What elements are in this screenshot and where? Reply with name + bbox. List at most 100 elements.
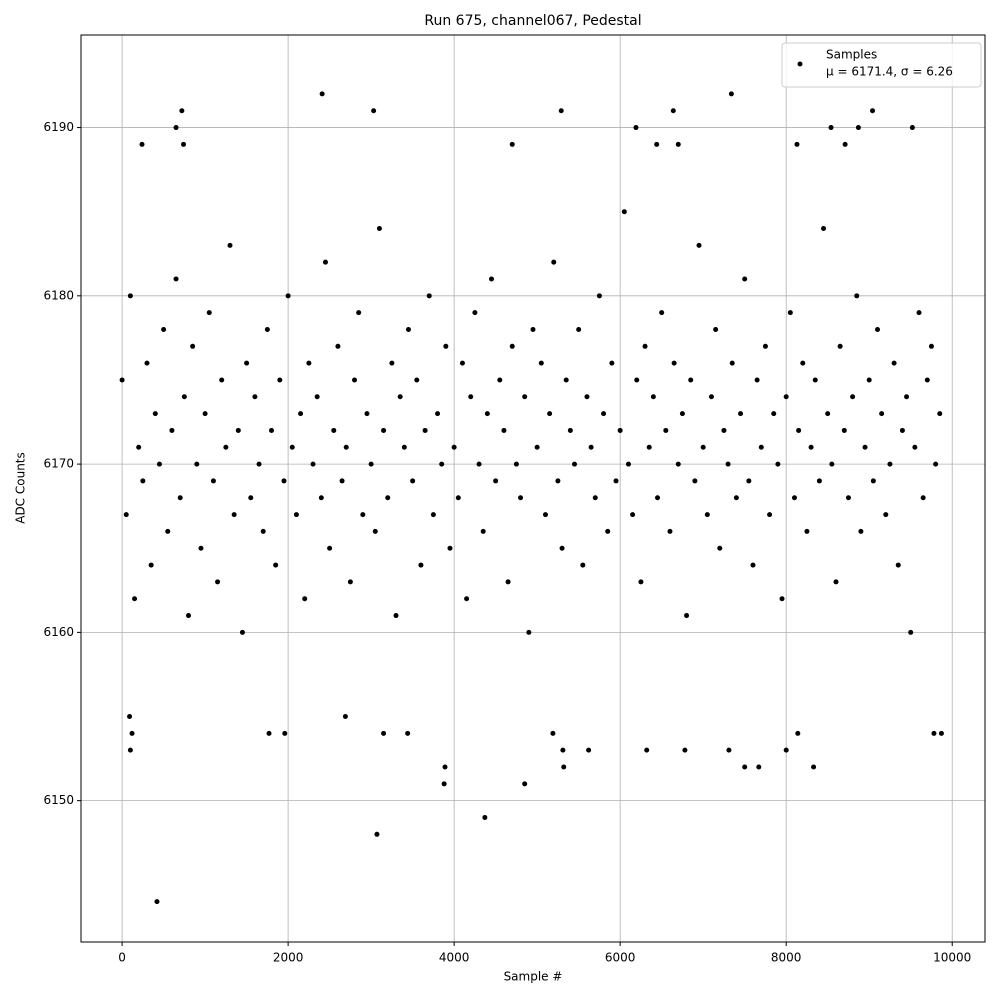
point — [874, 326, 880, 332]
x-tick-label: 2000 — [273, 951, 304, 965]
point — [821, 226, 827, 232]
point — [169, 427, 175, 433]
x-tick-label: 6000 — [605, 951, 636, 965]
point — [794, 141, 800, 147]
point — [767, 512, 773, 518]
point — [684, 613, 690, 619]
point — [879, 411, 885, 417]
point — [726, 747, 732, 753]
point — [592, 495, 598, 501]
series — [119, 91, 944, 905]
point — [148, 562, 154, 568]
point — [405, 326, 411, 332]
point — [795, 730, 801, 736]
point — [644, 747, 650, 753]
point — [938, 730, 944, 736]
point — [630, 512, 636, 518]
point — [482, 814, 488, 820]
point — [132, 596, 138, 602]
point — [551, 259, 557, 265]
point — [154, 899, 160, 905]
point — [173, 276, 179, 282]
point — [850, 394, 856, 400]
point — [675, 141, 681, 147]
point — [277, 377, 283, 383]
x-tick-label: 8000 — [771, 951, 802, 965]
point — [675, 461, 681, 467]
point — [347, 579, 353, 585]
point — [186, 613, 192, 619]
point — [442, 764, 448, 770]
point — [563, 377, 569, 383]
point — [534, 444, 540, 450]
point — [866, 377, 872, 383]
legend-box — [781, 42, 982, 88]
point — [758, 444, 764, 450]
point — [335, 343, 341, 349]
point — [285, 293, 291, 299]
point — [441, 781, 447, 787]
point — [908, 629, 914, 635]
point — [891, 360, 897, 366]
plot-frame — [80, 34, 986, 943]
point — [248, 495, 254, 501]
point — [783, 394, 789, 400]
point — [560, 747, 566, 753]
point — [513, 461, 519, 467]
y-tick-label: 6190 — [43, 120, 74, 134]
point — [855, 125, 861, 131]
point — [343, 444, 349, 450]
point — [381, 427, 387, 433]
point — [239, 629, 245, 635]
point — [215, 579, 221, 585]
point — [468, 394, 474, 400]
point — [165, 528, 171, 534]
point — [339, 478, 345, 484]
point — [679, 411, 685, 417]
point — [899, 427, 905, 433]
point — [858, 528, 864, 534]
point — [586, 747, 592, 753]
point — [522, 394, 528, 400]
point — [306, 360, 312, 366]
point — [397, 394, 403, 400]
legend-label: Samples — [826, 48, 877, 62]
point — [289, 444, 295, 450]
point — [828, 125, 834, 131]
point — [559, 545, 565, 551]
point — [837, 343, 843, 349]
point — [152, 411, 158, 417]
point — [497, 377, 503, 383]
point — [194, 461, 200, 467]
point — [356, 310, 362, 316]
point — [256, 461, 262, 467]
point — [385, 495, 391, 501]
point — [621, 209, 627, 215]
point — [634, 377, 640, 383]
point — [376, 226, 382, 232]
point — [472, 310, 478, 316]
point — [682, 747, 688, 753]
point — [374, 831, 380, 837]
point — [364, 411, 370, 417]
point — [139, 141, 145, 147]
x-axis-label: Sample # — [504, 970, 563, 984]
point — [796, 427, 802, 433]
x-tick-label: 4000 — [439, 951, 470, 965]
point — [909, 125, 915, 131]
point — [638, 579, 644, 585]
x-tick-label: 10000 — [933, 951, 971, 965]
point — [426, 293, 432, 299]
point — [756, 764, 762, 770]
point — [522, 781, 528, 787]
point — [576, 326, 582, 332]
point — [713, 326, 719, 332]
point — [538, 360, 544, 366]
point — [854, 293, 860, 299]
point — [181, 141, 187, 147]
point — [393, 613, 399, 619]
point — [389, 360, 395, 366]
point — [352, 377, 358, 383]
point — [754, 377, 760, 383]
